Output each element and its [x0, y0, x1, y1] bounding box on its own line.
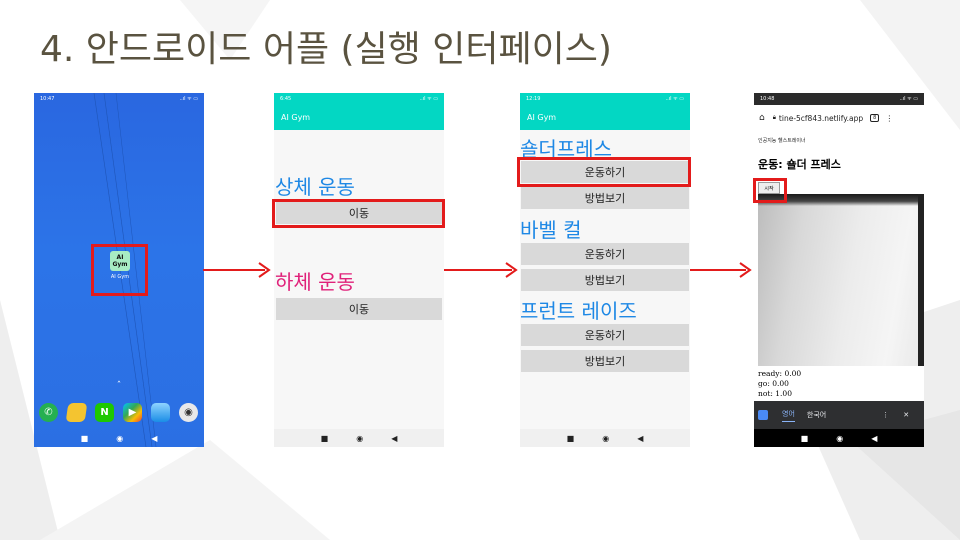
- naver-icon[interactable]: N: [95, 403, 114, 422]
- home-icon[interactable]: ⌂: [759, 113, 765, 123]
- arrow-right-icon: [690, 262, 752, 278]
- notes-icon[interactable]: [65, 403, 88, 422]
- url-bar[interactable]: tine-5cf843.netlify.app: [778, 113, 864, 123]
- highlight-upper-body-button: [272, 199, 445, 228]
- translate-bar: 영어 한국어 ⋮ ✕: [754, 401, 924, 429]
- upper-body-go-button[interactable]: 이동: [276, 202, 442, 224]
- slide-title: 4. 안드로이드 어플 (실행 인터페이스): [40, 29, 612, 70]
- upper-body-title: 상체 운동: [275, 175, 355, 199]
- exercise-title: 프런트 레이즈: [520, 299, 637, 323]
- home-icon[interactable]: ◉: [602, 433, 610, 443]
- back-icon[interactable]: ◀: [391, 433, 398, 443]
- do-exercise-button[interactable]: 운동하기: [521, 324, 689, 346]
- ai-gym-app-icon[interactable]: AI Gym: [110, 251, 130, 271]
- prediction-readout: ready: 0.00: [758, 369, 802, 378]
- prediction-readout: not: 1.00: [758, 389, 792, 398]
- do-exercise-button[interactable]: 운동하기: [521, 243, 689, 265]
- recents-icon[interactable]: ■: [320, 433, 329, 443]
- status-bar: 12:19 ..ıl ᯤ ▭: [520, 93, 690, 105]
- back-icon[interactable]: ◀: [151, 433, 158, 443]
- translate-tab-target[interactable]: 한국어: [806, 411, 827, 419]
- lower-body-title: 하체 운동: [275, 270, 355, 294]
- status-icons: ..ıl ᯤ ▭: [665, 96, 684, 102]
- arrow-right-icon: [203, 262, 271, 278]
- how-to-button[interactable]: 방법보기: [521, 269, 689, 291]
- back-icon[interactable]: ◀: [637, 433, 644, 443]
- status-icons: ..ıl ᯤ ▭: [899, 96, 918, 102]
- highlight-start-button: [753, 178, 787, 203]
- recents-icon[interactable]: ■: [80, 433, 89, 443]
- do-exercise-button[interactable]: 운동하기: [521, 161, 689, 183]
- phone-ai-gym-main: 6:45 ..ıl ᯤ ▭ AI Gym 상체 운동 이동 하체 운동 이동 ■…: [274, 93, 444, 447]
- status-time: 10:47: [40, 96, 55, 102]
- prediction-readout: go: 0.00: [758, 379, 789, 388]
- phone-icon[interactable]: ✆: [39, 403, 58, 422]
- browser-toolbar: ⌂ 🔒︎ tine-5cf843.netlify.app 8 ⋮: [754, 105, 924, 131]
- start-button[interactable]: 시작: [758, 182, 780, 194]
- webcam-edge: [918, 194, 924, 366]
- app-bar-title: AI Gym: [274, 105, 444, 130]
- status-time: 6:45: [280, 96, 292, 102]
- status-bar: 10:47 ..ıl ᯤ ▭: [34, 93, 204, 105]
- more-menu-icon[interactable]: ⋮: [885, 113, 894, 123]
- camera-icon[interactable]: ◉: [179, 403, 198, 422]
- page-heading: 운동: 숄더 프레스: [758, 158, 841, 171]
- page-caption: 인공지능 헬스트레이너: [758, 138, 806, 144]
- home-icon[interactable]: ◉: [836, 433, 844, 443]
- exercise-title: 바벨 컬: [520, 218, 582, 242]
- how-to-button[interactable]: 방법보기: [521, 350, 689, 372]
- lower-body-go-button[interactable]: 이동: [276, 298, 442, 320]
- nav-bar: ■ ◉ ◀: [520, 429, 690, 447]
- webcam-view: [758, 194, 924, 366]
- play-store-icon[interactable]: ▶: [123, 403, 142, 422]
- back-icon[interactable]: ◀: [871, 433, 878, 443]
- close-icon[interactable]: ✕: [903, 411, 910, 419]
- highlight-app-icon: [91, 244, 148, 296]
- status-bar: 10:48 ..ıl ᯤ ▭: [754, 93, 924, 105]
- status-time: 10:48: [760, 96, 775, 102]
- nav-bar: ■ ◉ ◀: [274, 429, 444, 447]
- app-bar-title: AI Gym: [520, 105, 690, 130]
- nav-bar: ■ ◉ ◀: [754, 429, 924, 447]
- arrow-right-icon: [444, 262, 518, 278]
- status-icons: ..ıl ᯤ ▭: [179, 96, 198, 102]
- home-icon[interactable]: ◉: [356, 433, 364, 443]
- recents-icon[interactable]: ■: [800, 433, 809, 443]
- home-icon[interactable]: ◉: [116, 433, 124, 443]
- how-to-button[interactable]: 방법보기: [521, 187, 689, 209]
- status-time: 12:19: [526, 96, 541, 102]
- gallery-icon[interactable]: [151, 403, 170, 422]
- phone-exercise-list: 12:19 ..ıl ᯤ ▭ AI Gym 숄더프레스 운동하기 방법보기 바벨…: [520, 93, 690, 447]
- lock-icon: 🔒︎: [772, 114, 776, 121]
- webcam-shadow: [758, 194, 924, 206]
- status-icons: ..ıl ᯤ ▭: [419, 96, 438, 102]
- status-bar: 6:45 ..ıl ᯤ ▭: [274, 93, 444, 105]
- recents-icon[interactable]: ■: [566, 433, 575, 443]
- ai-gym-app-label: AI Gym: [110, 274, 130, 280]
- translate-menu-icon[interactable]: ⋮: [882, 411, 890, 419]
- phone-home-screen: 10:47 ..ıl ᯤ ▭ AI Gym AI Gym ˆ ✆ N ▶ ◉ ■…: [34, 93, 204, 447]
- translate-tab-source[interactable]: 영어: [782, 409, 795, 422]
- tab-count-icon[interactable]: 8: [870, 114, 880, 122]
- highlight-do-exercise-button: [517, 157, 691, 187]
- chevron-up-icon[interactable]: ˆ: [116, 381, 122, 391]
- phone-browser-exercise: 10:48 ..ıl ᯤ ▭ ⌂ 🔒︎ tine-5cf843.netlify.…: [754, 93, 924, 447]
- translate-icon[interactable]: [758, 410, 768, 420]
- nav-bar: ■ ◉ ◀: [34, 429, 204, 447]
